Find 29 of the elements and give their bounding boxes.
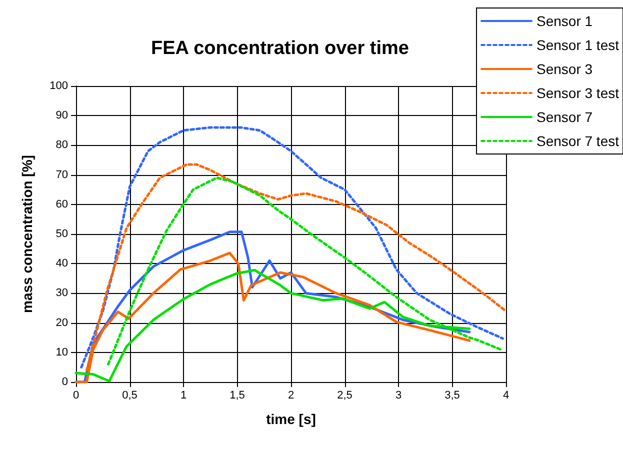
y-tick-label: 50: [56, 228, 68, 240]
y-axis-title: mass concentration [%]: [19, 155, 35, 313]
y-tick-label: 0: [62, 376, 68, 388]
legend-label: Sensor 7: [536, 109, 593, 125]
y-tick-label: 60: [56, 198, 68, 210]
x-tick-label: 0,5: [122, 390, 138, 402]
legend-label: Sensor 3: [536, 61, 593, 77]
chart-title: FEA concentration over time: [151, 38, 409, 59]
legend-label: Sensor 1 test: [536, 37, 620, 53]
y-tick-label: 90: [56, 110, 68, 122]
legend-label: Sensor 3 test: [536, 85, 620, 101]
y-tick-label: 100: [50, 80, 68, 92]
x-tick-label: 1: [180, 390, 187, 402]
x-axis-title: time [s]: [266, 411, 316, 427]
y-tick-label: 20: [56, 316, 68, 329]
y-tick-label: 80: [56, 139, 68, 152]
legend-label: Sensor 1: [536, 13, 593, 29]
legend-label: Sensor 7 test: [536, 133, 620, 149]
x-tick-label: 3,5: [444, 390, 460, 402]
y-tick-label: 30: [56, 287, 68, 300]
y-tick-label: 10: [56, 346, 68, 358]
y-tick-label: 70: [56, 168, 68, 181]
x-tick-label: 2: [288, 390, 294, 402]
x-tick-label: 3: [395, 390, 402, 402]
x-tick-label: 0: [72, 390, 80, 402]
y-tick-label: 40: [56, 258, 68, 270]
x-tick-label: 2,5: [337, 390, 352, 402]
x-tick-label: 1,5: [230, 390, 245, 402]
x-tick-label: 4: [502, 390, 510, 402]
